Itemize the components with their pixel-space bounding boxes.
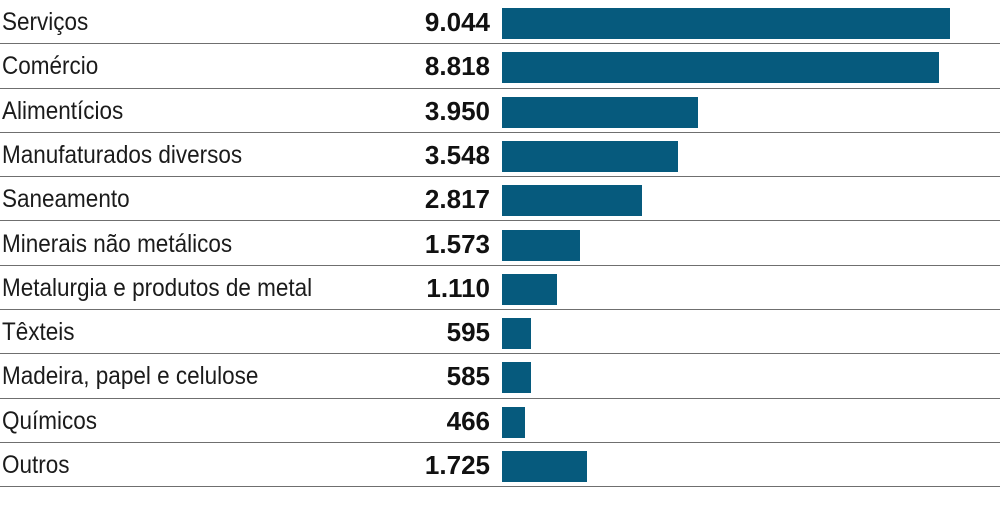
- chart-row: Manufaturados diversos 3.548: [0, 133, 1000, 178]
- chart-row: Químicos 466: [0, 399, 1000, 443]
- bar: [502, 362, 531, 394]
- chart-row: Têxteis 595: [0, 310, 1000, 355]
- chart-row: Serviços 9.044: [0, 0, 1000, 45]
- category-label: Madeira, papel e celulose: [2, 362, 259, 391]
- bar: [502, 185, 642, 217]
- bar: [502, 8, 950, 39]
- chart-row: Outros 1.725: [0, 443, 1000, 488]
- bar: [502, 273, 557, 305]
- value-label: 595: [446, 317, 490, 348]
- category-label: Serviços: [2, 8, 89, 36]
- category-label: Comércio: [2, 52, 99, 81]
- value-label: 466: [446, 405, 490, 436]
- chart-row: Metalurgia e produtos de metal 1.110: [0, 266, 1000, 311]
- value-label: 3.950: [424, 95, 490, 126]
- bar: [502, 318, 532, 350]
- value-label: 2.817: [424, 184, 490, 215]
- category-label: Alimentícios: [2, 96, 124, 125]
- value-label: 1.725: [424, 450, 490, 480]
- bar: [502, 406, 526, 438]
- chart-row: Minerais não metálicos 1.573: [0, 222, 1000, 266]
- chart-row: Alimentícios 3.950: [0, 89, 1000, 133]
- value-label: 3.548: [424, 139, 490, 170]
- category-label: Manufaturados diversos: [2, 140, 243, 169]
- value-label: 585: [446, 361, 490, 392]
- bar: [502, 140, 678, 172]
- chart-row: Comércio 8.818: [0, 44, 1000, 89]
- bar: [502, 52, 939, 84]
- value-label: 1.110: [426, 272, 490, 303]
- chart-row: Saneamento 2.817: [0, 177, 1000, 222]
- bar: [502, 229, 580, 261]
- category-label: Químicos: [2, 406, 98, 435]
- category-label: Outros: [2, 451, 70, 479]
- category-label: Saneamento: [2, 185, 130, 214]
- value-label: 1.573: [424, 228, 490, 259]
- category-label: Têxteis: [2, 318, 75, 347]
- category-label: Metalurgia e produtos de metal: [2, 273, 313, 302]
- chart-row: Madeira, papel e celulose 585: [0, 354, 1000, 399]
- value-label: 8.818: [424, 51, 490, 82]
- category-label: Minerais não metálicos: [2, 229, 233, 258]
- bar: [502, 451, 588, 482]
- value-label: 9.044: [424, 7, 490, 37]
- bar: [502, 96, 698, 128]
